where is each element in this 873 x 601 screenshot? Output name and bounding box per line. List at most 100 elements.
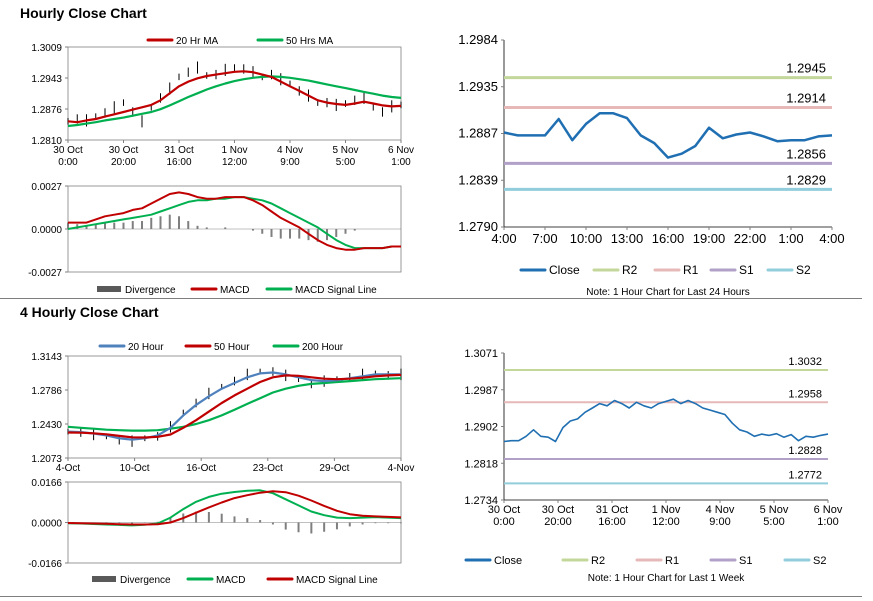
plot-frame: [67, 355, 402, 459]
plot-frame: [67, 46, 402, 141]
legend-label: Close: [549, 263, 580, 277]
legend-swatch: [97, 286, 121, 292]
x-tick-label: 29-Oct: [319, 463, 349, 474]
y-tick-label: 1.2839: [458, 172, 498, 187]
close-line: [503, 398, 829, 443]
x-tick-label: 0:00: [58, 157, 78, 168]
legend-label: S1: [739, 263, 754, 277]
y-tick-label: 1.2818: [464, 458, 498, 470]
x-tick-label: 5 Nov: [760, 504, 789, 516]
y-tick-label: 0.0000: [31, 225, 62, 236]
legend-label: 50 Hrs MA: [286, 36, 334, 47]
legend-label: R2: [622, 263, 638, 277]
hourly-section-title: Hourly Close Chart: [20, 5, 147, 21]
x-tick-label: 4:00: [491, 231, 516, 246]
x-tick-label: 5:00: [763, 516, 784, 528]
y-tick-label: 1.2876: [31, 105, 62, 116]
four-hourly-section-title: 4 Hourly Close Chart: [20, 304, 159, 320]
y-tick-label: 1.2810: [31, 136, 62, 147]
x-tick-label: 30 Oct: [53, 145, 83, 156]
legend-label: MACD Signal Line: [296, 575, 378, 586]
hourly-macd-chart: 0.0027 0.0000 -0.0027 Divergence MACD MACD Si…: [28, 182, 402, 296]
x-tick-label: 6 Nov: [814, 504, 843, 516]
x-tick-label: 16:00: [166, 157, 191, 168]
x-tick-label: 7:00: [532, 231, 557, 246]
y-tick-label: 0.0166: [31, 478, 62, 489]
ma200-line: [67, 377, 402, 432]
macd-line: [68, 191, 401, 251]
legend-label: S2: [796, 263, 811, 277]
level-label-r2: 1.2945: [786, 61, 826, 76]
x-tick-label: 12:00: [652, 516, 680, 528]
x-tick-label: 20:00: [544, 516, 572, 528]
x-tick-label: 1:00: [391, 157, 411, 168]
x-tick-label: 30 Oct: [488, 504, 520, 516]
legend-label: R1: [683, 263, 699, 277]
y-tick-label: 1.2790: [458, 219, 498, 234]
x-tick-label: 13:00: [611, 231, 644, 246]
x-tick-label: 0:00: [493, 516, 514, 528]
x-tick-label: 16-Oct: [186, 463, 216, 474]
y-tick-label: -0.0166: [28, 559, 62, 570]
x-tick-label: 22:00: [734, 231, 767, 246]
x-tick-label: 1:00: [817, 516, 838, 528]
legend-label: MACD: [220, 285, 249, 296]
y-tick-label: 1.3071: [464, 348, 498, 360]
x-tick-label: 10:00: [570, 231, 603, 246]
level-label-s1: 1.2856: [786, 146, 826, 161]
y-tick-label: 1.2734: [464, 495, 498, 507]
macd-signal-line: [67, 490, 402, 526]
chart-note: Note: 1 Hour Chart for Last 24 Hours: [586, 287, 749, 298]
x-tick-label: 31 Oct: [596, 504, 628, 516]
legend-label: MACD: [216, 575, 245, 586]
level-label-s2: 1.2772: [788, 469, 822, 481]
level-label-s2: 1.2829: [786, 172, 826, 187]
legend-label: 200 Hour: [302, 342, 344, 353]
y-tick-label: 1.2984: [458, 32, 498, 47]
legend-label: 20 Hour: [128, 342, 164, 353]
x-tick-label: 4 Nov: [277, 145, 303, 156]
y-tick-label: 1.2430: [31, 420, 62, 431]
legend-label: R1: [665, 555, 679, 567]
x-tick-label: 4-Oct: [56, 463, 81, 474]
legend-label: 50 Hour: [214, 342, 250, 353]
ma50-line: [67, 75, 402, 128]
x-tick-label: 31 Oct: [164, 145, 194, 156]
level-label-r1: 1.2958: [788, 388, 822, 400]
y-tick-label: 1.2902: [464, 422, 498, 434]
four-hourly-macd-chart: 0.0166 0.0000 -0.0166 Divergence MACD MACD Si…: [28, 478, 402, 586]
y-tick-label: -0.0027: [28, 268, 62, 279]
x-tick-label: 12:00: [222, 157, 247, 168]
bottom-divider: [0, 596, 862, 597]
x-tick-label: 30 Oct: [542, 504, 574, 516]
y-tick-label: 1.2073: [31, 454, 62, 465]
x-tick-label: 4 Nov: [706, 504, 735, 516]
legend-label: 20 Hr MA: [176, 36, 219, 47]
y-tick-label: 1.3009: [31, 43, 62, 54]
ma20-line: [67, 70, 402, 124]
x-tick-label: 1:00: [778, 231, 803, 246]
y-tick-label: 1.3143: [31, 352, 62, 363]
y-tick-label: 1.2987: [464, 385, 498, 397]
x-tick-label: 1 Nov: [652, 504, 681, 516]
level-label-s1: 1.2828: [788, 445, 822, 457]
x-tick-label: 1 Nov: [221, 145, 247, 156]
x-tick-label: 10-Oct: [120, 463, 150, 474]
x-tick-label: 19:00: [693, 231, 726, 246]
x-tick-label: 6 Nov: [388, 145, 414, 156]
x-tick-label: 4-Nov: [388, 463, 415, 474]
legend-swatch: [92, 576, 116, 582]
y-tick-label: 1.2786: [31, 386, 62, 397]
x-tick-label: 30 Oct: [109, 145, 139, 156]
chart-note: Note: 1 Hour Chart for Last 1 Week: [588, 573, 746, 584]
y-tick-label: 0.0000: [31, 519, 62, 530]
x-tick-label: 16:00: [652, 231, 685, 246]
x-tick-label: 16:00: [598, 516, 626, 528]
x-tick-label: 4:00: [819, 231, 844, 246]
legend-label: S2: [813, 555, 826, 567]
